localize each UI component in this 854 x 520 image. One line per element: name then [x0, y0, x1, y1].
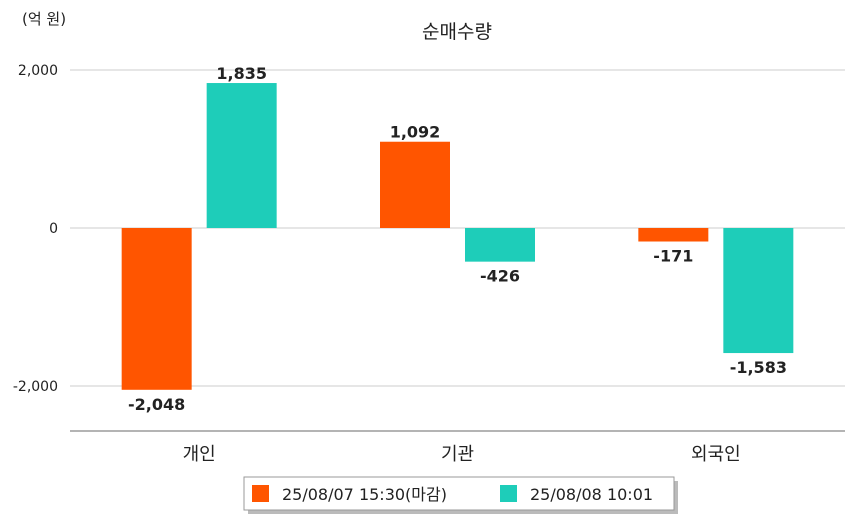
bar-1[interactable]	[638, 228, 709, 242]
data-label: 1,835	[216, 64, 267, 83]
bars	[121, 83, 794, 390]
legend-label: 25/08/07 15:30(마감)	[282, 485, 447, 504]
x-tick-label: 외국인	[691, 444, 741, 465]
bar-2[interactable]	[723, 228, 794, 354]
legend-label: 25/08/08 10:01	[530, 485, 653, 504]
x-tick-label: 기관	[441, 444, 474, 465]
legend-swatch	[500, 485, 517, 502]
data-label: -1,583	[730, 358, 787, 377]
legend-box	[243, 476, 675, 511]
gridlines	[70, 69, 845, 387]
data-label: 1,092	[390, 123, 441, 142]
data-label: -171	[653, 247, 693, 266]
bar-1[interactable]	[380, 141, 450, 228]
y-axis-ticks: 2,000 0 -2,000	[13, 63, 58, 395]
legend-item-series-1[interactable]: 25/08/07 15:30(마감)	[252, 485, 447, 504]
legend-swatch	[252, 485, 269, 502]
y-tick-label: 2,000	[18, 63, 58, 79]
chart-title: 순매수량	[422, 21, 492, 43]
legend-item-series-2[interactable]: 25/08/08 10:01	[500, 485, 653, 504]
bar-2[interactable]	[465, 228, 535, 262]
bar-1[interactable]	[121, 228, 192, 390]
y-tick-label: -2,000	[13, 379, 58, 395]
data-label: -2,048	[128, 395, 185, 414]
value-labels: -2,048 1,835 1,092 -426 -171 -1,583	[128, 64, 787, 414]
data-label: -426	[480, 267, 520, 286]
x-tick-label: 개인	[183, 444, 216, 465]
legend: 25/08/07 15:30(마감) 25/08/08 10:01	[243, 476, 678, 514]
unit-label: (억 원)	[22, 10, 66, 28]
x-axis-ticks: 개인 기관 외국인	[183, 444, 741, 465]
y-tick-label: 0	[49, 221, 58, 237]
bar-2[interactable]	[206, 83, 277, 228]
